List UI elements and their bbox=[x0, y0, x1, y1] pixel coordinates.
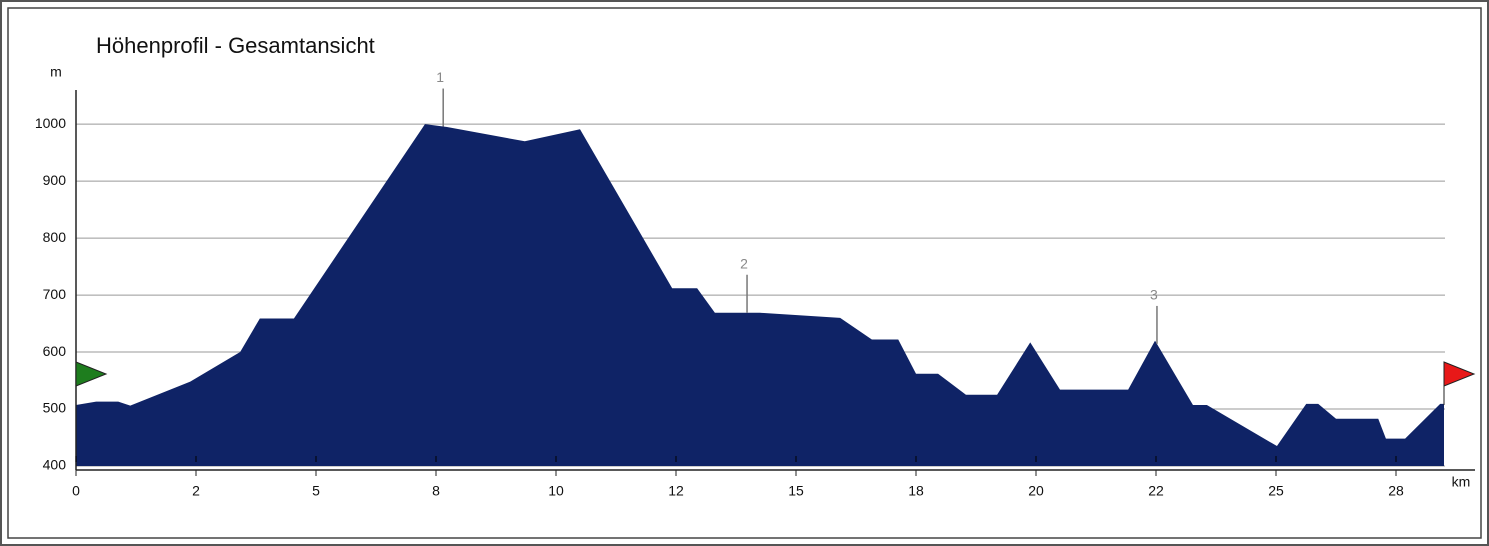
x-tick-label: 15 bbox=[788, 483, 804, 499]
y-tick-label: 1000 bbox=[35, 115, 66, 131]
x-tick-label: 22 bbox=[1148, 483, 1164, 499]
x-tick-label: 10 bbox=[548, 483, 564, 499]
y-tick-label: 900 bbox=[43, 172, 67, 188]
y-tick-label: 700 bbox=[43, 286, 67, 302]
finish-flag bbox=[1443, 361, 1476, 387]
x-tick-label: 12 bbox=[668, 483, 684, 499]
x-axis-label: km bbox=[1452, 474, 1471, 490]
y-tick-label: 600 bbox=[43, 343, 67, 359]
y-tick-label: 800 bbox=[43, 229, 67, 245]
elevation-area bbox=[76, 124, 1444, 466]
x-tick-label: 8 bbox=[432, 483, 440, 499]
x-tick-label: 28 bbox=[1388, 483, 1404, 499]
y-tick-label: 400 bbox=[43, 457, 67, 473]
x-tick-label: 20 bbox=[1028, 483, 1044, 499]
annotation-label: 2 bbox=[740, 255, 748, 271]
x-tick-label: 25 bbox=[1268, 483, 1284, 499]
x-tick-label: 0 bbox=[72, 483, 80, 499]
x-tick-label: 5 bbox=[312, 483, 320, 499]
y-axis-label: m bbox=[50, 64, 62, 80]
annotation-label: 3 bbox=[1150, 287, 1158, 303]
start-flag bbox=[75, 361, 108, 387]
x-tick-label: 18 bbox=[908, 483, 924, 499]
annotation-label: 1 bbox=[436, 69, 444, 85]
chart-title: Höhenprofil - Gesamtansicht bbox=[96, 33, 375, 58]
x-tick-label: 2 bbox=[192, 483, 200, 499]
inner-frame bbox=[7, 7, 1482, 539]
y-tick-label: 500 bbox=[43, 400, 67, 416]
